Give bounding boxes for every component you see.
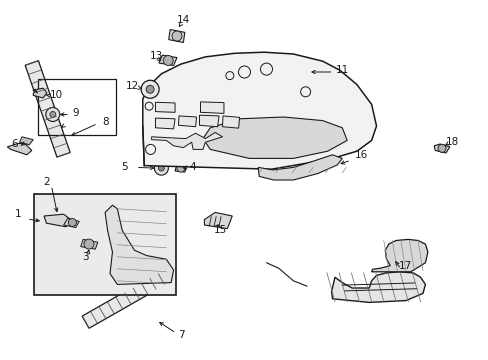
Circle shape bbox=[177, 164, 184, 172]
Polygon shape bbox=[258, 155, 342, 180]
Polygon shape bbox=[433, 144, 449, 153]
Text: 16: 16 bbox=[354, 150, 368, 160]
Circle shape bbox=[68, 219, 76, 226]
Text: 7: 7 bbox=[177, 330, 184, 340]
Bar bbox=[38, 79, 116, 135]
Polygon shape bbox=[63, 219, 79, 228]
Polygon shape bbox=[331, 272, 425, 302]
Polygon shape bbox=[155, 118, 175, 129]
Text: 18: 18 bbox=[445, 137, 458, 147]
Polygon shape bbox=[204, 212, 232, 229]
Text: 17: 17 bbox=[398, 261, 412, 271]
Text: 3: 3 bbox=[82, 252, 89, 262]
Circle shape bbox=[46, 108, 60, 121]
Polygon shape bbox=[20, 137, 33, 145]
Text: 5: 5 bbox=[121, 162, 128, 172]
Text: 15: 15 bbox=[213, 225, 226, 235]
Text: 1: 1 bbox=[15, 209, 22, 219]
Text: 10: 10 bbox=[50, 90, 62, 100]
Bar bbox=[34, 194, 176, 295]
Polygon shape bbox=[33, 88, 47, 98]
Polygon shape bbox=[168, 30, 184, 42]
Polygon shape bbox=[203, 117, 346, 158]
Polygon shape bbox=[7, 143, 32, 155]
Text: 9: 9 bbox=[72, 108, 79, 118]
Text: 11: 11 bbox=[335, 65, 348, 75]
Text: 12: 12 bbox=[125, 81, 139, 91]
Text: 14: 14 bbox=[176, 15, 190, 25]
Polygon shape bbox=[222, 116, 239, 128]
Polygon shape bbox=[105, 205, 173, 284]
Polygon shape bbox=[142, 52, 376, 169]
Polygon shape bbox=[25, 61, 70, 157]
Circle shape bbox=[141, 80, 159, 98]
Polygon shape bbox=[82, 273, 164, 328]
Polygon shape bbox=[200, 102, 224, 113]
Polygon shape bbox=[159, 55, 177, 66]
Text: 13: 13 bbox=[149, 51, 163, 61]
Circle shape bbox=[158, 165, 164, 171]
Polygon shape bbox=[44, 214, 71, 227]
Polygon shape bbox=[199, 115, 219, 127]
Circle shape bbox=[146, 85, 154, 93]
Circle shape bbox=[84, 239, 94, 249]
Polygon shape bbox=[151, 132, 222, 149]
Text: 2: 2 bbox=[43, 177, 50, 187]
Polygon shape bbox=[155, 102, 175, 112]
Polygon shape bbox=[175, 164, 186, 172]
Polygon shape bbox=[81, 239, 98, 249]
Circle shape bbox=[437, 144, 445, 152]
Text: 6: 6 bbox=[11, 139, 18, 149]
Polygon shape bbox=[178, 116, 196, 127]
Circle shape bbox=[163, 55, 173, 66]
Text: 8: 8 bbox=[102, 117, 108, 127]
Circle shape bbox=[154, 161, 168, 175]
Text: 4: 4 bbox=[189, 162, 196, 172]
Circle shape bbox=[172, 31, 182, 41]
Circle shape bbox=[50, 112, 56, 117]
Polygon shape bbox=[371, 239, 427, 272]
